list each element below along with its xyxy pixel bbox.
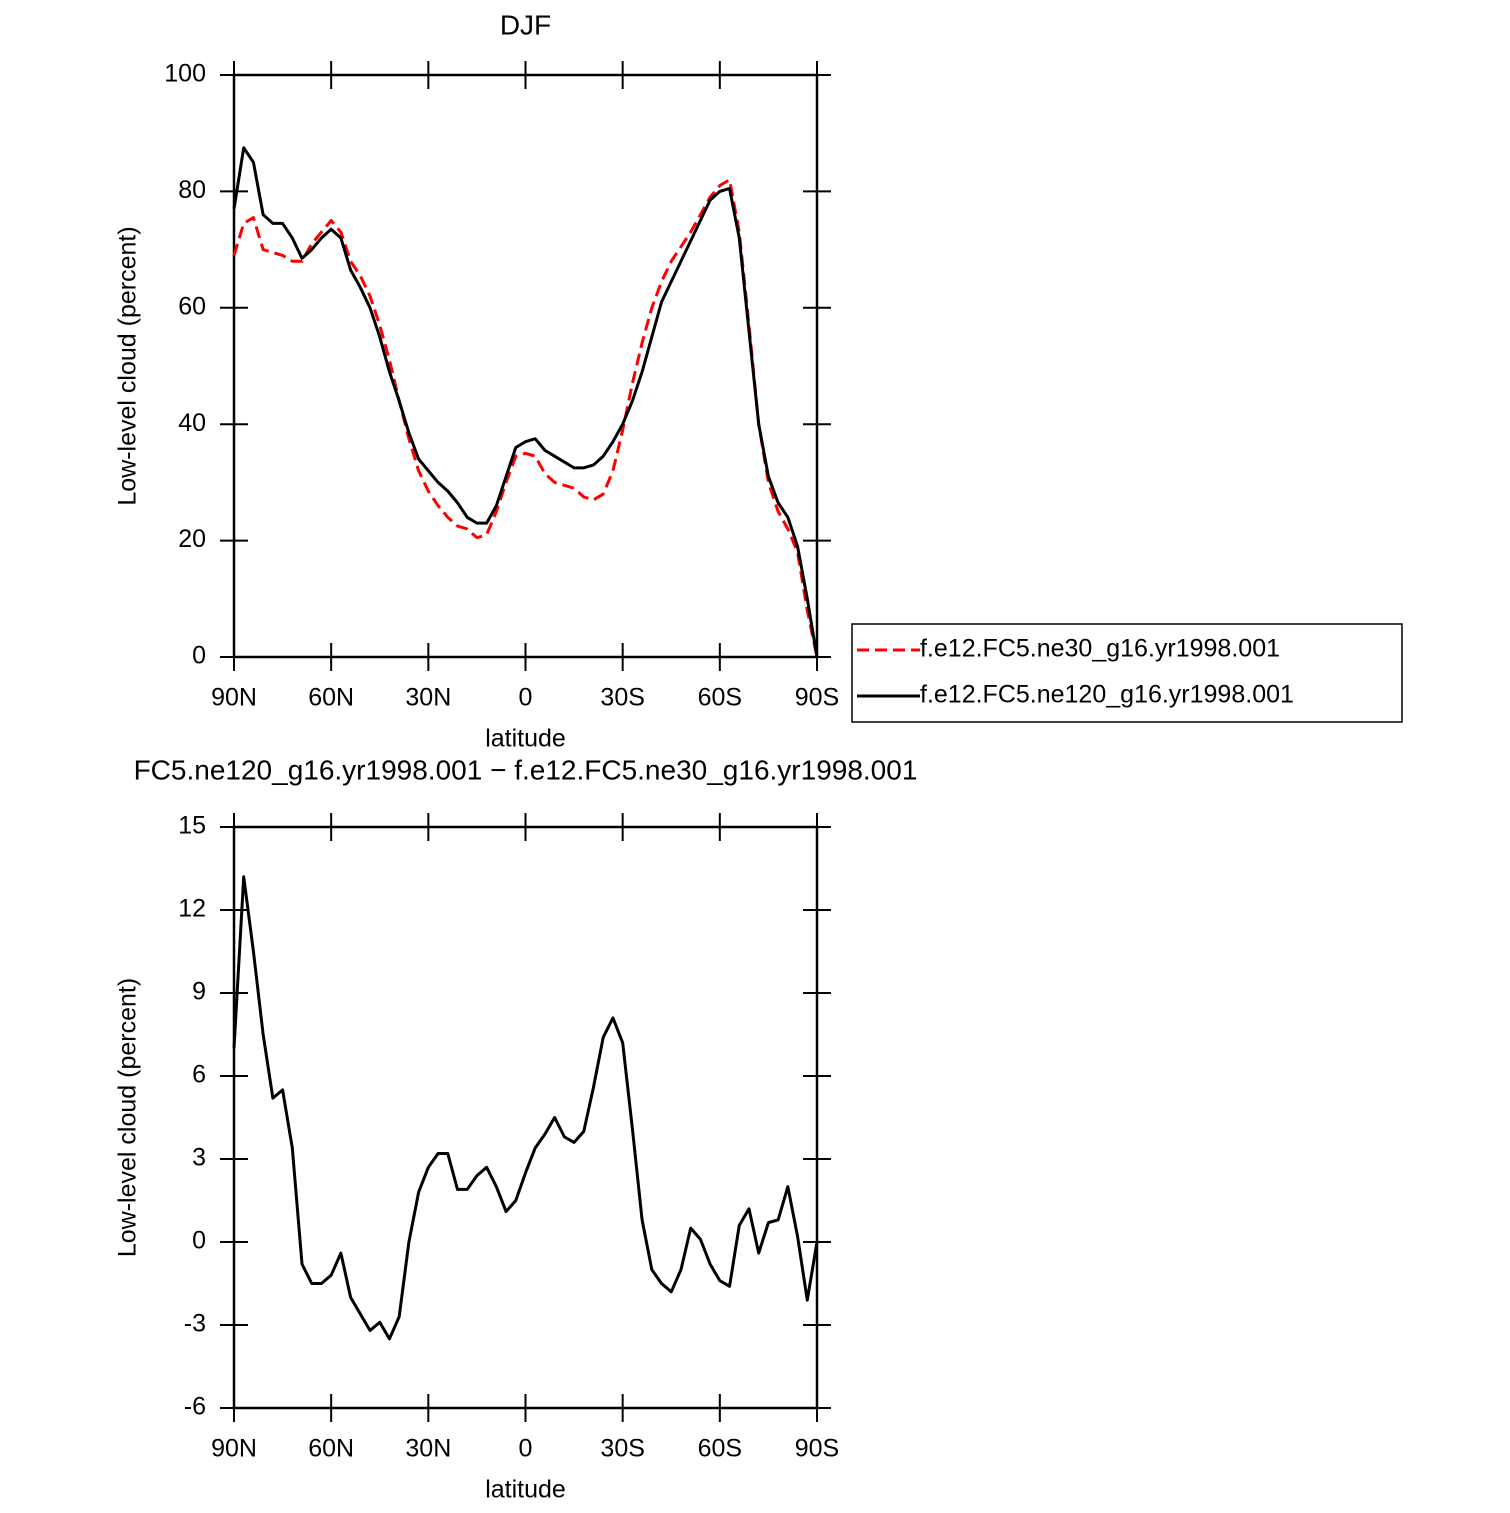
data-line — [232, 146, 819, 658]
x-tick-label: 30N — [405, 684, 451, 712]
x-tick-label: 60S — [698, 684, 742, 712]
plot-frame — [232, 825, 819, 1410]
y-tick-label: 0 — [192, 642, 206, 670]
x-tick-label: 60N — [308, 1435, 354, 1463]
y-tick-label: 0 — [192, 1227, 206, 1255]
y-tick-label: 40 — [178, 409, 206, 437]
x-axis-label: latitude — [485, 725, 566, 753]
chart-title: FC5.ne120_g16.yr1998.001 − f.e12.FC5.ne3… — [134, 754, 918, 785]
y-tick-label: 20 — [178, 525, 206, 553]
legend-label: f.e12.FC5.ne120_g16.yr1998.001 — [920, 681, 1294, 709]
x-tick-label: 0 — [519, 1435, 533, 1463]
x-axis-label: latitude — [485, 1476, 566, 1504]
legend-label: f.e12.FC5.ne30_g16.yr1998.001 — [920, 635, 1280, 663]
x-tick-label: 30S — [600, 684, 644, 712]
y-tick-label: -6 — [184, 1393, 206, 1421]
plot-frame — [232, 73, 819, 659]
chart-title: DJF — [500, 9, 551, 40]
y-tick-label: 80 — [178, 176, 206, 204]
x-tick-label: 90N — [211, 684, 257, 712]
y-tick-label: 100 — [164, 60, 206, 88]
y-tick-label: 3 — [192, 1144, 206, 1172]
y-tick-label: 9 — [192, 978, 206, 1006]
y-axis-label: Low-level cloud (percent) — [114, 226, 142, 505]
x-tick-label: 30N — [405, 1435, 451, 1463]
legend: f.e12.FC5.ne30_g16.yr1998.001 f.e12.FC5.n… — [851, 623, 1403, 723]
x-tick-label: 60S — [698, 1435, 742, 1463]
y-tick-label: 6 — [192, 1061, 206, 1089]
y-tick-label: -3 — [184, 1310, 206, 1338]
y-tick-label: 60 — [178, 292, 206, 320]
data-line — [232, 875, 819, 1341]
legend-box — [851, 623, 1403, 723]
y-axis-label: Low-level cloud (percent) — [114, 978, 142, 1257]
x-tick-label: 90S — [795, 684, 839, 712]
x-tick-label: 90N — [211, 1435, 257, 1463]
data-line — [232, 178, 819, 658]
x-tick-label: 0 — [519, 684, 533, 712]
y-tick-label: 15 — [178, 812, 206, 840]
x-tick-label: 90S — [795, 1435, 839, 1463]
x-tick-label: 30S — [600, 1435, 644, 1463]
y-tick-label: 12 — [178, 895, 206, 923]
x-tick-label: 60N — [308, 684, 354, 712]
